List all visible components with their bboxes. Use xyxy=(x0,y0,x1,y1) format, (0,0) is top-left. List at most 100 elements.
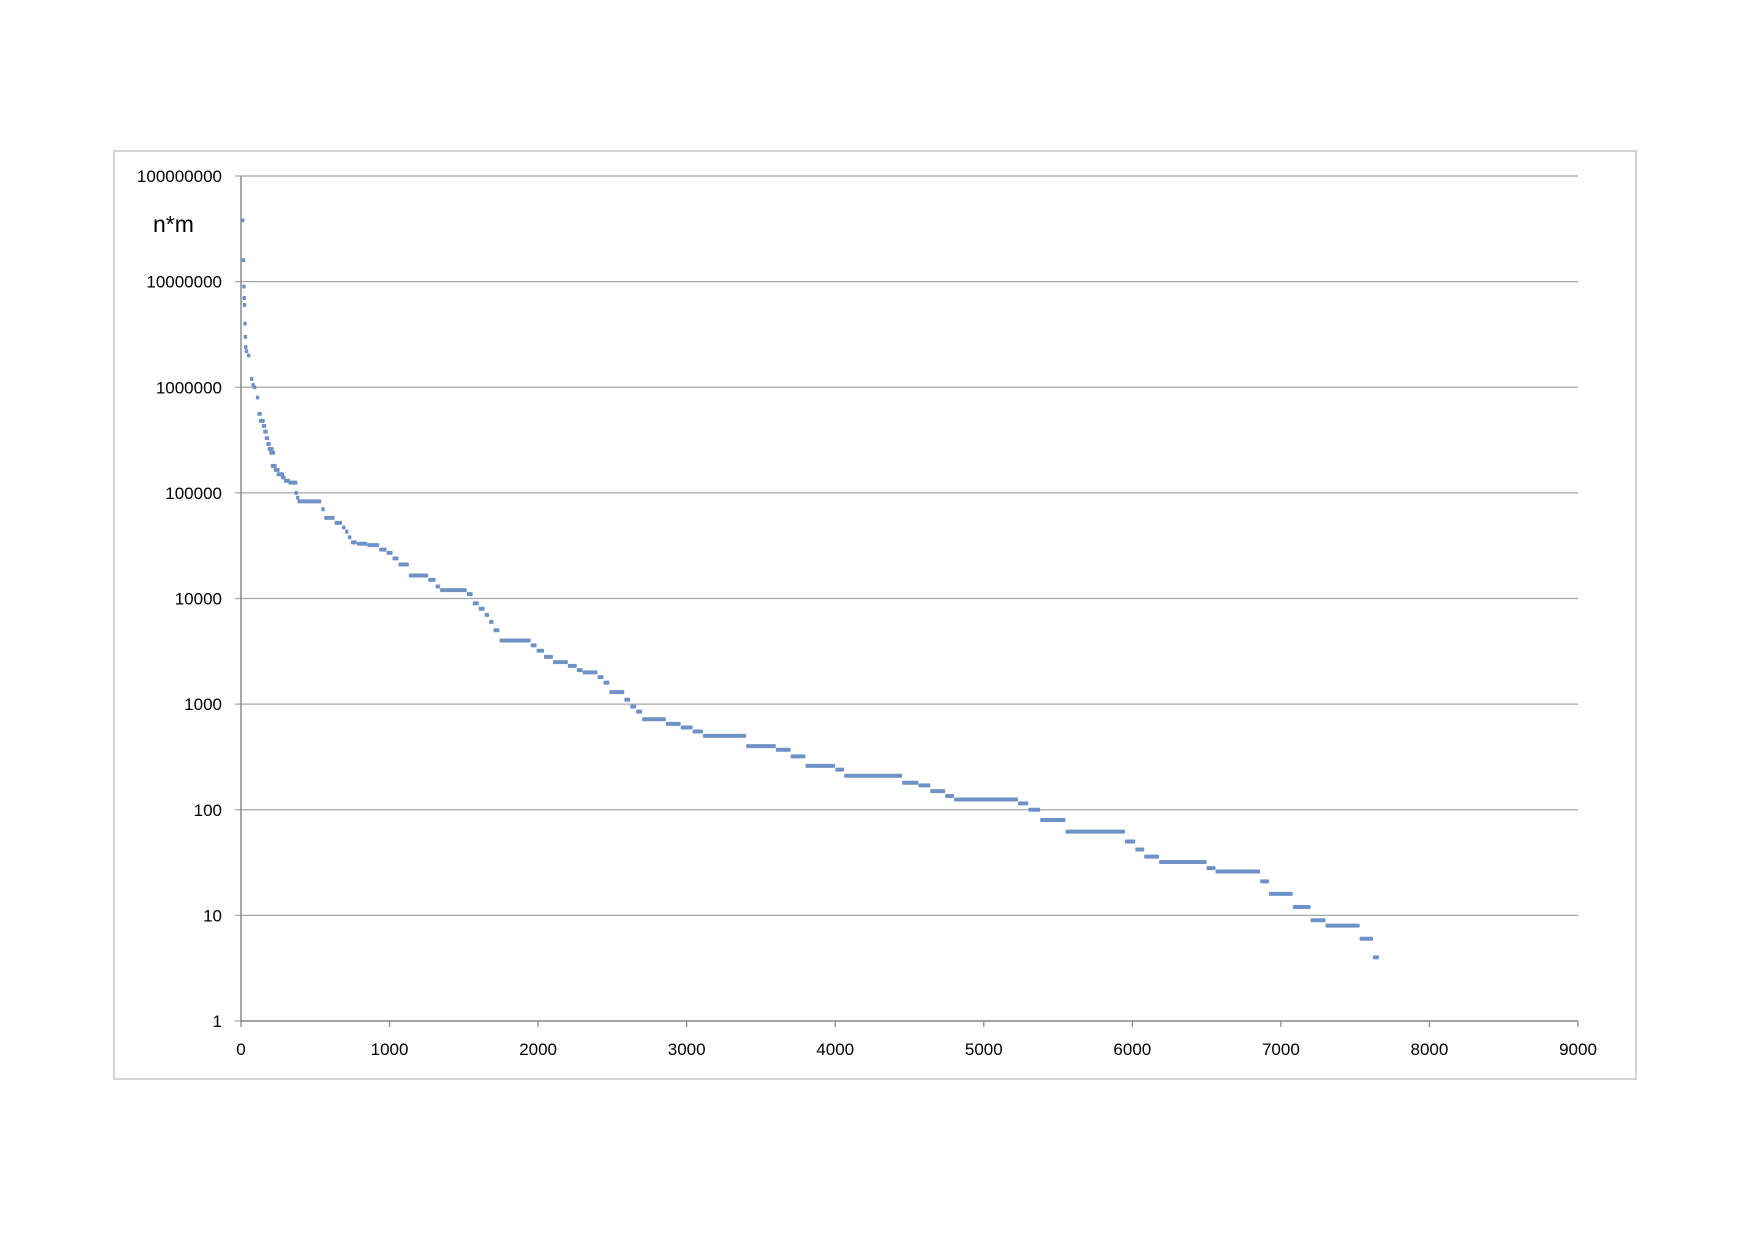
data-point-run xyxy=(334,520,343,525)
data-point-run xyxy=(636,709,643,714)
data-point-run xyxy=(902,780,919,785)
data-point-run xyxy=(246,353,251,358)
data-point-run xyxy=(1159,860,1207,865)
data-point-run xyxy=(930,789,946,794)
data-point-run xyxy=(1017,801,1029,806)
data-points xyxy=(241,218,1379,960)
data-point-run xyxy=(249,376,254,381)
x-tick-label: 6000 xyxy=(1113,1040,1151,1059)
data-point-run xyxy=(642,717,666,722)
data-point-run xyxy=(408,573,429,578)
data-point-run xyxy=(242,284,246,289)
data-point-run xyxy=(243,334,248,339)
data-point-run xyxy=(597,675,604,680)
axes xyxy=(240,176,1579,1027)
data-point-run xyxy=(242,303,247,308)
data-point-run xyxy=(264,436,270,441)
data-point-run xyxy=(297,499,322,504)
data-point-run xyxy=(1040,817,1066,822)
data-point-run xyxy=(603,680,610,685)
x-tick-label: 7000 xyxy=(1262,1040,1300,1059)
data-point-run xyxy=(1292,905,1311,910)
data-point-run xyxy=(945,793,955,798)
data-point-run xyxy=(347,535,352,540)
x-tick-label: 2000 xyxy=(519,1040,557,1059)
data-point-run xyxy=(367,543,380,548)
data-point-run xyxy=(266,442,271,447)
data-point-run xyxy=(844,773,903,778)
data-point-run xyxy=(356,541,368,546)
x-tick-label: 8000 xyxy=(1411,1040,1449,1059)
x-tick-labels: 0 1000 2000 3000 4000 5000 6000 7000 8000 9000 xyxy=(236,1040,1597,1059)
x-tick-label: 9000 xyxy=(1559,1040,1597,1059)
data-point-run xyxy=(294,490,298,495)
data-point-run xyxy=(746,744,776,749)
data-point-run xyxy=(478,606,485,611)
y-tick-label: 1000000 xyxy=(156,378,222,397)
data-point-run xyxy=(261,423,267,428)
x-tick-label: 4000 xyxy=(816,1040,854,1059)
data-point-run xyxy=(379,547,387,552)
data-point-run xyxy=(428,577,436,582)
data-point-run xyxy=(392,556,399,561)
data-point-run xyxy=(252,385,257,390)
data-point-run xyxy=(1065,829,1125,834)
data-point-run xyxy=(398,562,409,567)
data-point-run xyxy=(582,670,598,675)
data-point-run xyxy=(1359,936,1373,941)
data-point-run xyxy=(258,418,265,423)
data-point-run xyxy=(1372,955,1379,960)
data-point-run xyxy=(243,321,247,326)
y-tick-label: 100 xyxy=(194,801,222,820)
data-point-run xyxy=(692,729,704,734)
data-point-run xyxy=(805,763,836,768)
data-point-run xyxy=(342,525,346,530)
data-point-run xyxy=(267,447,274,452)
data-point-run xyxy=(466,592,473,597)
y-tick-label: 10 xyxy=(203,906,222,925)
data-point-run xyxy=(1144,854,1160,859)
data-point-run xyxy=(324,515,335,520)
data-point-run xyxy=(484,612,490,617)
data-point-run xyxy=(386,550,393,555)
data-point-run xyxy=(344,529,349,534)
data-point-run xyxy=(493,628,500,633)
gridlines xyxy=(235,175,1578,1022)
data-point-run xyxy=(281,475,286,480)
data-point-run xyxy=(295,495,300,500)
data-point-run xyxy=(241,258,246,263)
data-point-run xyxy=(440,588,467,593)
y-tick-label: 100000000 xyxy=(137,167,222,186)
data-point-run xyxy=(1325,923,1360,928)
data-point-run xyxy=(544,654,553,659)
data-point-run xyxy=(918,783,931,788)
data-point-run xyxy=(576,668,583,673)
data-point-run xyxy=(1215,869,1261,874)
data-point-run xyxy=(1124,839,1136,844)
data-point-run xyxy=(567,663,577,668)
data-point-run xyxy=(665,721,681,726)
data-point-run xyxy=(288,480,298,485)
data-point-run xyxy=(1028,807,1041,812)
data-point-run xyxy=(1269,891,1293,896)
x-tick-label: 1000 xyxy=(371,1040,409,1059)
data-point-run xyxy=(530,643,537,648)
x-tick-label: 3000 xyxy=(668,1040,706,1059)
y-tick-labels: 1 10 100 1000 10000 100000 1000000 10000000 1000… xyxy=(137,167,222,1031)
data-point-run xyxy=(241,218,245,223)
data-point-run xyxy=(255,395,260,400)
data-point-run xyxy=(775,747,791,752)
y-tick-label: 1 xyxy=(213,1012,222,1031)
data-point-run xyxy=(790,754,806,759)
data-point-run xyxy=(703,733,747,738)
y-tick-label: 10000 xyxy=(175,590,222,609)
y-tick-label: 10000000 xyxy=(146,273,222,292)
data-point-run xyxy=(270,463,277,468)
data-point-run xyxy=(263,429,268,434)
data-point-run xyxy=(269,450,276,455)
data-point-run xyxy=(273,467,280,472)
data-point-run xyxy=(243,345,248,350)
data-point-run xyxy=(244,349,249,354)
data-point-run xyxy=(321,507,325,512)
